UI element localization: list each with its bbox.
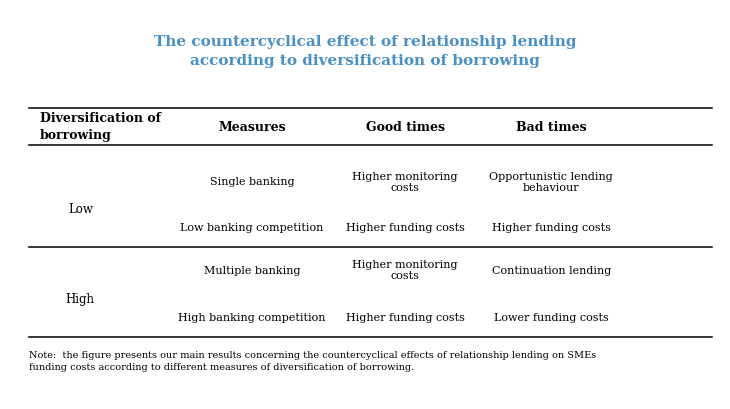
Text: Note:  the figure presents our main results concerning the countercyclical effec: Note: the figure presents our main resul… xyxy=(29,350,596,371)
Text: Measures: Measures xyxy=(218,120,285,133)
Text: High: High xyxy=(66,292,95,305)
Text: Low banking competition: Low banking competition xyxy=(180,222,323,232)
Text: High banking competition: High banking competition xyxy=(178,312,326,322)
Text: Lower funding costs: Lower funding costs xyxy=(493,312,609,322)
Text: Higher monitoring
costs: Higher monitoring costs xyxy=(353,259,458,281)
Text: Good times: Good times xyxy=(366,120,445,133)
Text: Higher monitoring
costs: Higher monitoring costs xyxy=(353,171,458,193)
Text: Single banking: Single banking xyxy=(210,177,294,187)
Text: Bad times: Bad times xyxy=(516,120,586,133)
Text: Continuation lending: Continuation lending xyxy=(491,265,611,275)
Text: Diversification of
borrowing: Diversification of borrowing xyxy=(40,112,161,142)
Text: Higher funding costs: Higher funding costs xyxy=(346,222,464,232)
Text: Higher funding costs: Higher funding costs xyxy=(492,222,610,232)
Text: The countercyclical effect of relationship lending
according to diversification : The countercyclical effect of relationsh… xyxy=(154,35,576,68)
Text: Higher funding costs: Higher funding costs xyxy=(346,312,464,322)
Text: Low: Low xyxy=(68,202,93,215)
Text: Multiple banking: Multiple banking xyxy=(204,265,300,275)
Text: Opportunistic lending
behaviour: Opportunistic lending behaviour xyxy=(489,171,613,193)
